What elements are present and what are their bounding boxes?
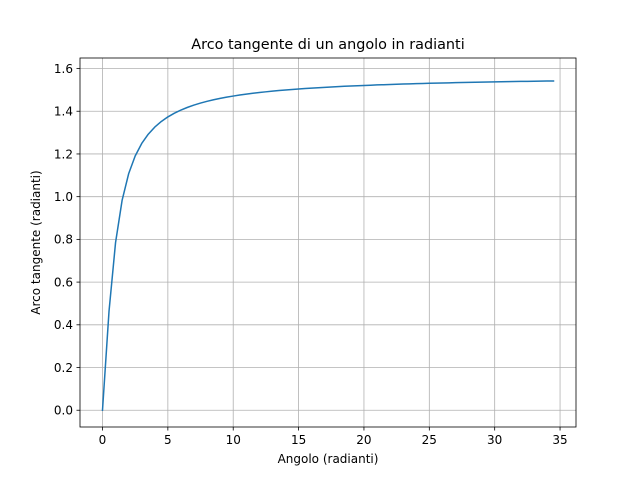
y-tick-label: 1.6: [54, 62, 73, 76]
x-tick-label: 35: [552, 433, 567, 447]
x-tick-label: 10: [226, 433, 241, 447]
y-tick-label: 0.4: [54, 318, 73, 332]
grid-lines: [80, 58, 576, 427]
x-axis-label: Angolo (radianti): [278, 452, 379, 466]
y-tick-label: 0.0: [54, 404, 73, 418]
x-tick-label: 20: [356, 433, 371, 447]
x-axis-ticks: 0 5 10 15 20 25 30 35: [99, 427, 568, 447]
y-tick-label: 1.0: [54, 190, 73, 204]
x-tick-label: 15: [291, 433, 306, 447]
axes-frame: [79, 57, 577, 428]
y-tick-label: 0.2: [54, 361, 73, 375]
y-tick-label: 1.4: [54, 105, 73, 119]
y-tick-label: 0.6: [54, 275, 73, 289]
y-tick-label: 1.2: [54, 147, 73, 161]
y-axis-label: Arco tangente (radianti): [29, 170, 43, 314]
chart-title: Arco tangente di un angolo in radianti: [191, 37, 464, 53]
x-tick-label: 0: [99, 433, 107, 447]
series-line: [101, 80, 555, 412]
x-tick-label: 30: [487, 433, 502, 447]
x-tick-label: 25: [422, 433, 437, 447]
plot-area: [101, 80, 555, 412]
x-tick-label: 5: [164, 433, 172, 447]
y-tick-label: 0.8: [54, 233, 73, 247]
y-axis-ticks: 0.0 0.2 0.4 0.6 0.8 1.0 1.2 1.4 1.6: [54, 62, 80, 418]
